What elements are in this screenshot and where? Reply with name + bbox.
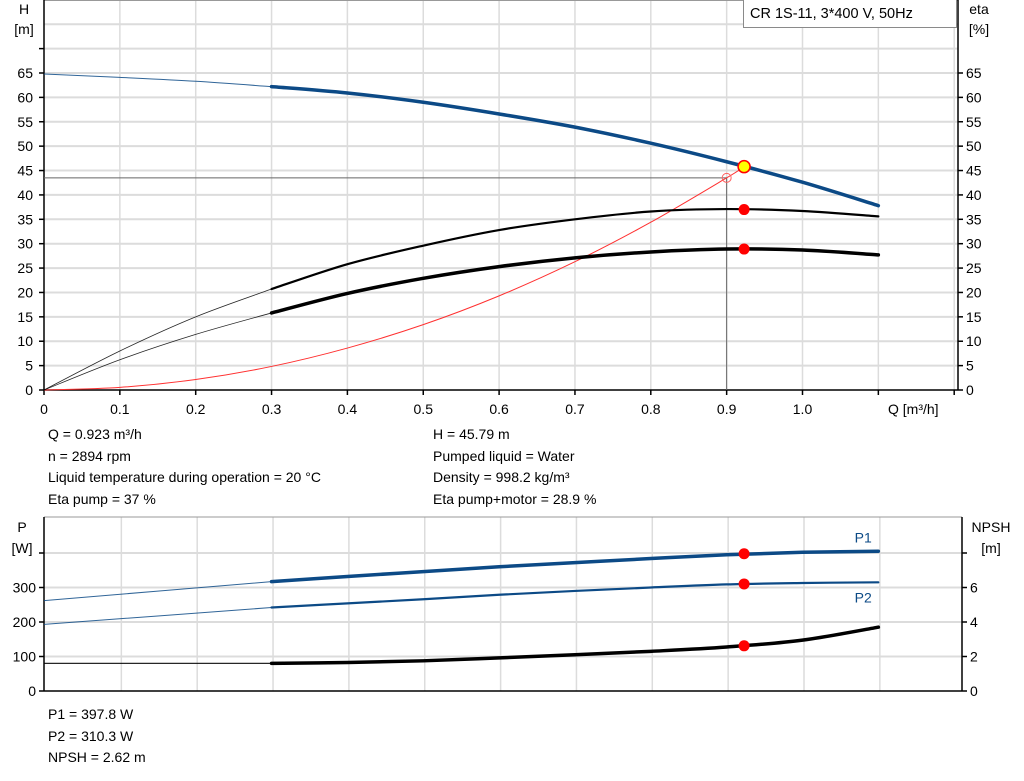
info-flow: Q = 0.923 m³/h — [48, 426, 142, 442]
y-tick-label-right: 6 — [970, 580, 978, 596]
x-tick-label: 0.4 — [338, 401, 358, 417]
y-axis-label-right: eta — [969, 1, 989, 17]
y-axis-unit-right: [%] — [969, 21, 989, 37]
info-speed: n = 2894 rpm — [48, 447, 131, 464]
info-liquid: Pumped liquid = Water — [433, 447, 575, 464]
y-axis-label-left: H — [19, 1, 29, 17]
y-tick-label-right: 55 — [966, 114, 982, 130]
y-tick-label-right: 10 — [966, 333, 982, 349]
y-axis-unit-left: [m] — [14, 21, 33, 37]
info-p2: P2 = 310.3 W — [48, 727, 134, 744]
y-tick-label-right: 65 — [966, 65, 982, 81]
p1-curve-extrapolated — [43, 581, 272, 602]
y-tick-label-right: 0 — [966, 382, 974, 398]
y-tick-label-left: 200 — [13, 614, 37, 630]
head-curve-extrapolated — [43, 73, 272, 88]
p2-curve-extrapolated — [43, 607, 272, 625]
duty-point-npsh — [738, 640, 750, 652]
x-tick-label: 0.6 — [489, 401, 509, 417]
eta-total-curve — [269, 247, 881, 315]
y-tick-label-right: 0 — [970, 683, 978, 699]
x-tick-label: 1.0 — [793, 401, 813, 417]
p2-series-label: P2 — [855, 589, 872, 605]
info-density: Density = 998.2 kg/m³ — [433, 469, 570, 485]
eta-pump-curve — [270, 207, 880, 291]
y-axis-label-right: NPSH — [972, 519, 1011, 535]
y-tick-label-right: 60 — [966, 89, 982, 105]
y-axis-unit-left: [W] — [12, 540, 33, 556]
y-tick-label-right: 4 — [970, 614, 978, 630]
y-tick-label-right: 15 — [966, 309, 982, 325]
info-npsh: NPSH = 2.62 m — [48, 749, 146, 765]
y-tick-label-left: 40 — [17, 187, 33, 203]
chart-title-box: CR 1S-11, 3*400 V, 50Hz — [743, 0, 957, 28]
duty-point-head — [737, 159, 751, 174]
x-tick-label: 0.7 — [565, 401, 585, 417]
y-axis-label-left: P — [17, 519, 26, 535]
info-eta-pump: Eta pump = 37 % — [48, 490, 156, 507]
y-tick-label-right: 25 — [966, 260, 982, 276]
y-tick-label-left: 300 — [13, 580, 37, 596]
p2-curve — [270, 581, 880, 609]
y-tick-label-left: 0 — [28, 683, 36, 699]
info-temperature: Liquid temperature during operation = 20… — [48, 469, 321, 485]
head-curve — [269, 84, 881, 208]
info-eta-total: Eta pump+motor = 28.9 % — [433, 490, 597, 507]
y-tick-label-left: 30 — [17, 236, 33, 252]
system-curve — [43, 166, 745, 391]
x-tick-label: 0.3 — [262, 401, 282, 417]
y-tick-label-right: 20 — [966, 284, 982, 300]
x-tick-label: 0.2 — [186, 401, 206, 417]
chart-title: CR 1S-11, 3*400 V, 50Hz — [750, 6, 913, 22]
y-tick-label-left: 55 — [17, 114, 33, 130]
duty-point-eta-total — [738, 243, 750, 255]
duty-point-p2 — [738, 578, 750, 590]
y-tick-label-left: 35 — [17, 211, 33, 227]
y-tick-label-left: 50 — [17, 138, 33, 154]
info-right: H = 45.79 m Pumped liquid = Water Densit… — [433, 424, 596, 510]
y-tick-label-left: 20 — [17, 284, 33, 300]
y-tick-label-right: 45 — [966, 163, 982, 179]
eta-total-curve-extrapolated — [43, 312, 272, 391]
x-tick-label: 0 — [40, 401, 48, 417]
info-left: Q = 0.923 m³/h n = 2894 rpm Liquid tempe… — [48, 424, 321, 510]
y-tick-label-left: 45 — [17, 163, 33, 179]
x-tick-label: 0.9 — [717, 401, 737, 417]
y-tick-label-left: 65 — [17, 65, 33, 81]
x-tick-label: 0.8 — [641, 401, 661, 417]
y-tick-label-left: 0 — [25, 382, 33, 398]
y-axis-unit-right: [m] — [981, 540, 1000, 556]
eta-pump-curve-extrapolated — [43, 288, 272, 391]
x-tick-label: 0.5 — [414, 401, 434, 417]
p1-curve — [269, 549, 881, 584]
y-tick-label-right: 40 — [966, 187, 982, 203]
y-tick-label-right: 50 — [966, 138, 982, 154]
duty-point-eta-pump — [738, 204, 750, 216]
y-tick-label-right: 30 — [966, 236, 982, 252]
p1-series-label: P1 — [855, 529, 872, 545]
x-tick-label: 0.1 — [110, 401, 130, 417]
y-tick-label-left: 15 — [17, 309, 33, 325]
info-bottom: P1 = 397.8 W P2 = 310.3 W NPSH = 2.62 m — [48, 704, 146, 769]
reference-point-marker — [721, 172, 732, 183]
npsh-curve — [269, 625, 881, 666]
y-tick-label-left: 60 — [17, 89, 33, 105]
x-axis-label: Q [m³/h] — [888, 401, 939, 417]
y-tick-label-left: 5 — [25, 358, 33, 374]
y-tick-label-left: 25 — [17, 260, 33, 276]
duty-point-p1 — [738, 548, 750, 560]
y-tick-label-right: 35 — [966, 211, 982, 227]
info-head: H = 45.79 m — [433, 426, 510, 442]
y-tick-label-left: 100 — [13, 649, 37, 665]
y-tick-label-left: 10 — [17, 333, 33, 349]
y-tick-label-right: 5 — [966, 358, 974, 374]
y-tick-label-right: 2 — [970, 649, 978, 665]
info-p1: P1 = 397.8 W — [48, 706, 134, 722]
